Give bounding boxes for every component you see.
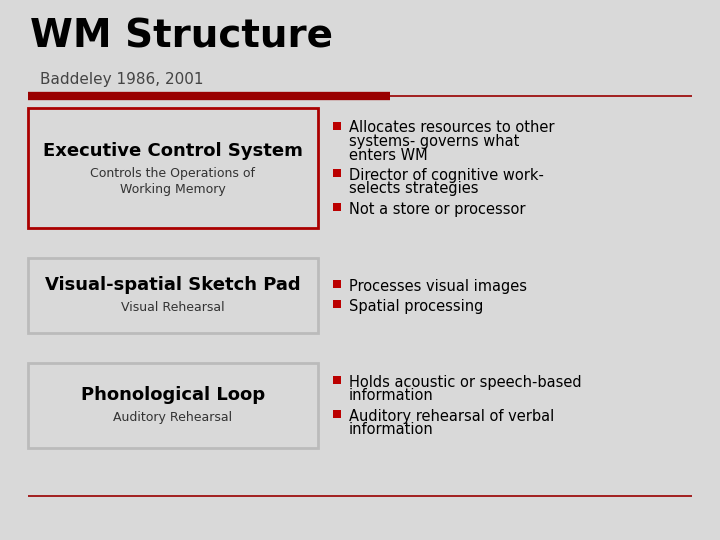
- Text: Phonological Loop: Phonological Loop: [81, 386, 265, 404]
- FancyBboxPatch shape: [333, 122, 341, 130]
- Text: selects strategies: selects strategies: [349, 181, 479, 197]
- Text: Director of cognitive work-: Director of cognitive work-: [349, 168, 544, 183]
- Text: Visual-spatial Sketch Pad: Visual-spatial Sketch Pad: [45, 276, 301, 294]
- FancyBboxPatch shape: [28, 108, 318, 228]
- FancyBboxPatch shape: [333, 280, 341, 287]
- Text: information: information: [349, 388, 433, 403]
- Text: Baddeley 1986, 2001: Baddeley 1986, 2001: [40, 72, 204, 87]
- Text: WM Structure: WM Structure: [30, 18, 333, 56]
- Text: Visual Rehearsal: Visual Rehearsal: [121, 301, 225, 314]
- Text: Processes visual images: Processes visual images: [349, 279, 527, 294]
- FancyBboxPatch shape: [333, 300, 341, 308]
- FancyBboxPatch shape: [28, 363, 318, 448]
- Text: Not a store or processor: Not a store or processor: [349, 202, 526, 217]
- FancyBboxPatch shape: [333, 203, 341, 211]
- Text: enters WM: enters WM: [349, 147, 428, 163]
- Text: information: information: [349, 422, 433, 437]
- FancyBboxPatch shape: [333, 169, 341, 177]
- Text: Controls the Operations of
Working Memory: Controls the Operations of Working Memor…: [91, 166, 256, 197]
- Text: Holds acoustic or speech-based: Holds acoustic or speech-based: [349, 375, 582, 390]
- Text: Allocates resources to other: Allocates resources to other: [349, 120, 554, 136]
- FancyBboxPatch shape: [333, 410, 341, 418]
- Text: Spatial processing: Spatial processing: [349, 299, 483, 314]
- Text: Auditory Rehearsal: Auditory Rehearsal: [114, 411, 233, 424]
- Text: Executive Control System: Executive Control System: [43, 141, 303, 159]
- FancyBboxPatch shape: [333, 376, 341, 384]
- FancyBboxPatch shape: [28, 258, 318, 333]
- Text: Auditory rehearsal of verbal: Auditory rehearsal of verbal: [349, 409, 554, 424]
- Text: systems- governs what: systems- governs what: [349, 134, 519, 149]
